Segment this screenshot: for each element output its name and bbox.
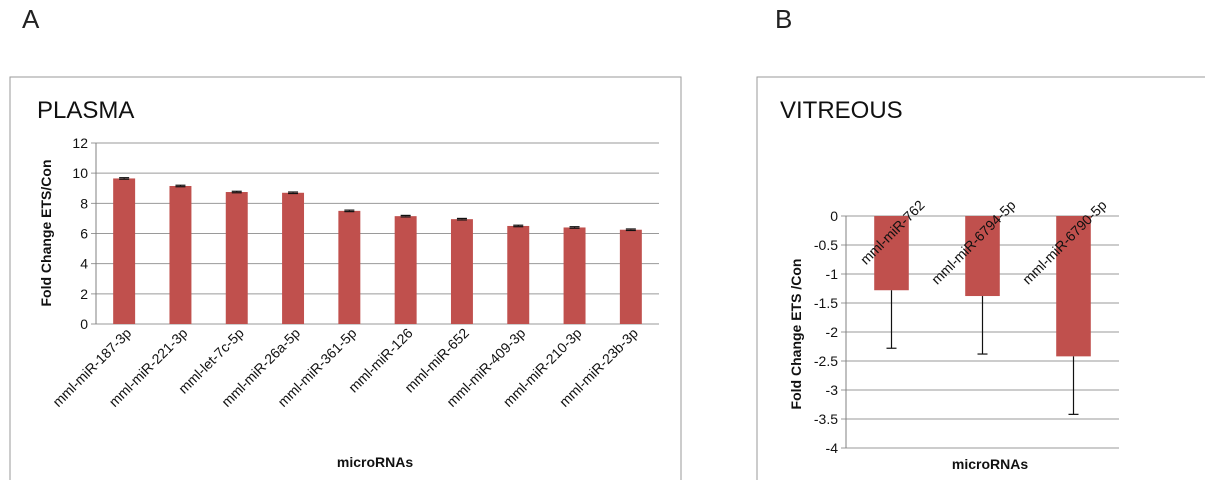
- y-tick-label: 6: [80, 226, 88, 242]
- vitreous-y-ticks: 0 -0.5 -1 -1.5 -2 -2.5 -3 -3.5 -4: [814, 208, 838, 456]
- y-tick-label: 0: [80, 316, 88, 332]
- bar: [507, 225, 530, 324]
- plasma-y-ticks: 0 2 4 6 8 10 12: [72, 135, 88, 332]
- bar: [225, 192, 248, 324]
- bar: [169, 185, 192, 324]
- bar: [619, 229, 642, 324]
- bar: [282, 192, 305, 324]
- y-tick-label: 12: [72, 135, 88, 151]
- y-tick-label: -3: [826, 382, 839, 398]
- y-tick-label: -2.5: [814, 353, 838, 369]
- plasma-chart-title: PLASMA: [37, 97, 134, 124]
- y-tick-label: -3.5: [814, 411, 838, 427]
- y-tick-label: -1.5: [814, 295, 838, 311]
- bar: [338, 210, 361, 324]
- vitreous-y-axis-label: Fold Change ETS /Con: [788, 259, 804, 410]
- y-tick-label: 4: [80, 256, 88, 272]
- vitreous-bars: [874, 216, 1091, 357]
- bar: [1056, 216, 1091, 357]
- bar: [113, 178, 136, 324]
- y-tick-label: 8: [80, 195, 88, 211]
- y-tick-label: -1: [826, 266, 839, 282]
- vitreous-x-axis-label: microRNAs: [952, 456, 1028, 472]
- y-tick-label: 10: [72, 165, 88, 181]
- vitreous-error-bars: [886, 290, 1079, 415]
- bar: [394, 216, 417, 324]
- plasma-x-axis-label: microRNAs: [337, 454, 413, 470]
- panel-label-a: A: [22, 4, 40, 34]
- y-tick-label: 2: [80, 286, 88, 302]
- y-tick-label: -2: [826, 324, 839, 340]
- y-tick-label: -4: [826, 440, 839, 456]
- y-tick-label: 0: [830, 208, 838, 224]
- bar: [874, 216, 909, 291]
- plasma-error-bars: [119, 177, 636, 232]
- plasma-y-axis-label: Fold Change ETS/Con: [38, 160, 54, 307]
- bar: [563, 227, 586, 324]
- plasma-bars: [113, 178, 642, 324]
- bar: [450, 219, 473, 324]
- panel-label-b: B: [775, 4, 793, 34]
- bar: [965, 216, 1000, 297]
- y-tick-label: -0.5: [814, 237, 838, 253]
- vitreous-chart: 0-0.5-1-1.5-2-2.5-3-3.5-4 mml-miR-762 mml…: [756, 76, 1205, 480]
- vitreous-chart-title: VITREOUS: [780, 97, 903, 124]
